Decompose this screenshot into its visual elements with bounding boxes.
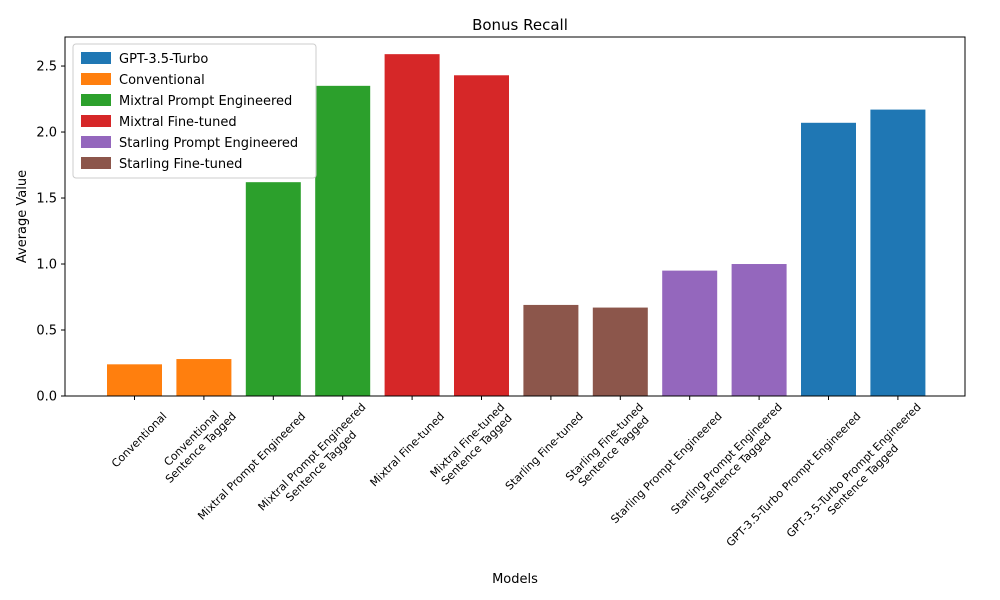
- bars-layer: [107, 54, 926, 397]
- legend-swatch: [81, 73, 111, 85]
- bar: [384, 54, 440, 397]
- x-tick-label: Conventional: [109, 410, 169, 470]
- bar: [176, 359, 232, 396]
- legend-label: Mixtral Fine-tuned: [119, 115, 237, 130]
- bar: [592, 307, 648, 396]
- legend-label: Starling Fine-tuned: [119, 157, 242, 172]
- y-tick-label: 1.0: [36, 258, 57, 273]
- y-tick-label: 1.5: [36, 192, 57, 207]
- legend-label: Starling Prompt Engineered: [119, 136, 298, 151]
- legend-swatch: [81, 52, 111, 64]
- bar: [662, 270, 718, 396]
- legend-label: Conventional: [119, 73, 205, 88]
- bar: [245, 182, 301, 396]
- x-tick-label: Starling Prompt EngineeredSentence Tagge…: [668, 401, 794, 527]
- bar: [454, 75, 509, 397]
- legend-swatch: [81, 157, 111, 169]
- x-tick-label: Mixtral Prompt EngineeredSentence Tagged: [256, 401, 378, 523]
- legend-box: [72, 43, 317, 179]
- x-tick-label: ConventionalSentence Tagged: [154, 401, 239, 486]
- x-tick-label-line: Mixtral Prompt Engineered: [256, 401, 369, 514]
- chart-title: Bonus Recall: [472, 16, 568, 34]
- y-tick-label: 0.5: [36, 324, 57, 339]
- y-tick-label: 2.0: [36, 126, 57, 141]
- y-tick-label: 0.0: [36, 390, 57, 405]
- legend-label: Mixtral Prompt Engineered: [119, 94, 292, 109]
- legend-swatch: [81, 94, 111, 106]
- legend-label: GPT-3.5-Turbo: [119, 52, 208, 67]
- bar: [731, 264, 787, 396]
- legend-swatch: [81, 136, 111, 148]
- x-tick-label-line: Conventional: [109, 410, 169, 470]
- bar: [801, 122, 856, 397]
- y-tick-label: 2.5: [36, 60, 57, 75]
- bar: [870, 109, 926, 396]
- plot-frame: [64, 36, 966, 397]
- legend-swatch: [81, 115, 111, 127]
- bar: [315, 85, 371, 396]
- bar: [523, 304, 579, 396]
- y-axis: 0.0 0.5 1.0 1.5 2.0 2.5: [36, 60, 65, 405]
- y-axis-label: Average Value: [15, 170, 30, 263]
- x-axis-label: Models: [492, 572, 538, 587]
- legend: GPT-3.5-Turbo Conventional Mixtral Prompt …: [72, 43, 317, 179]
- bar: [107, 364, 162, 396]
